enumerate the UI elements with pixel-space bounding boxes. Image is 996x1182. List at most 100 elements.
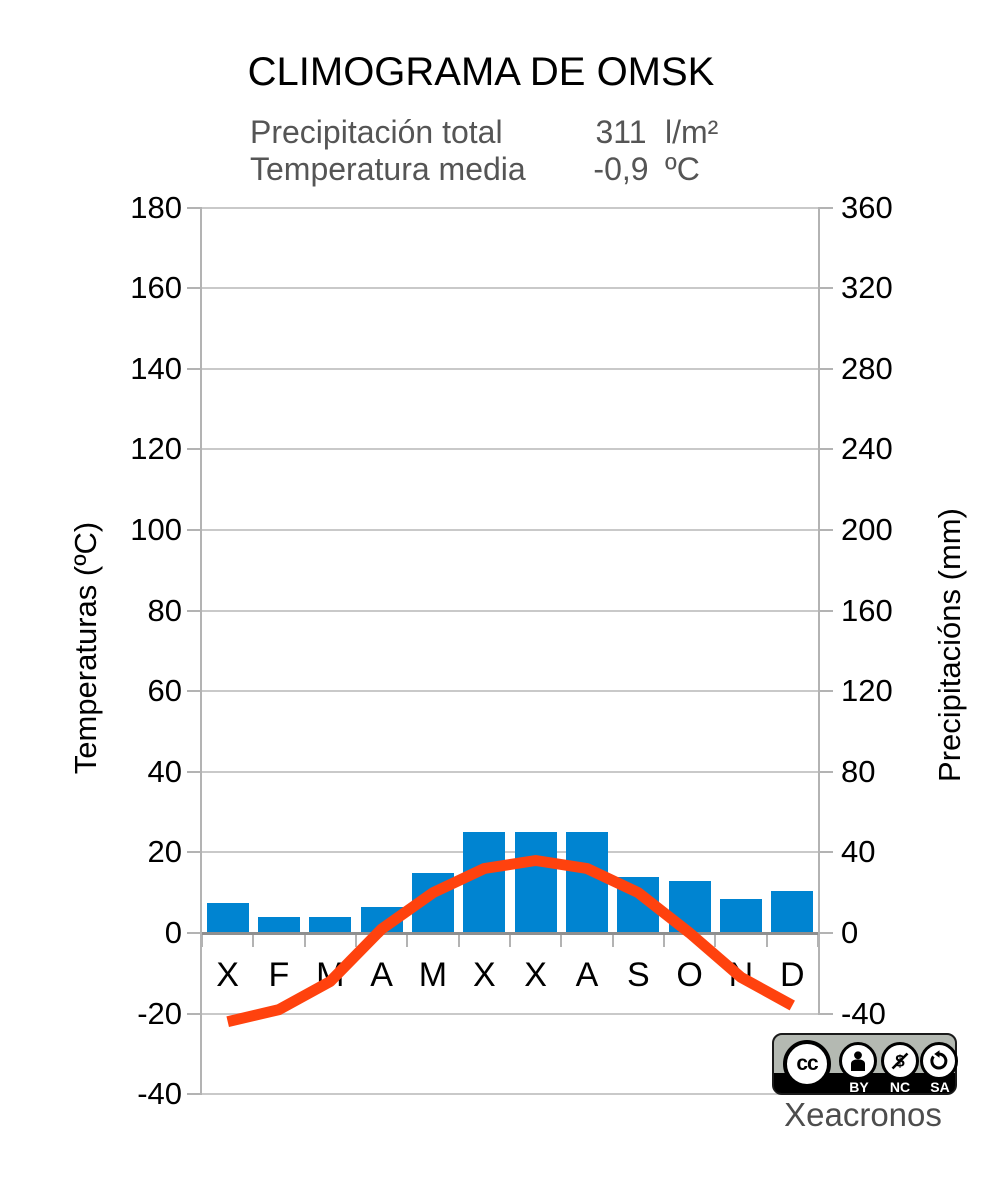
dollar-slash-icon: $ (891, 1052, 909, 1071)
gridline (202, 770, 818, 773)
summary-table: Precipitación total 311 l/m² Temperatura… (250, 114, 785, 188)
temp-axis-tick-label: -20 (137, 995, 182, 1031)
month-label: S (626, 956, 650, 994)
gridline (202, 1012, 818, 1015)
precip-total-unit: l/m² (665, 114, 719, 150)
precip-total-value: 311 (595, 114, 647, 150)
gridline (202, 609, 818, 612)
precip-axis-tick (818, 609, 833, 612)
month-label: F (268, 956, 290, 994)
precip-bar (411, 872, 455, 933)
temp-axis-tick-label: 0 (164, 915, 182, 950)
precip-bar (206, 902, 249, 933)
precip-bar (360, 906, 403, 933)
precip-axis-tick-label: 240 (841, 431, 893, 467)
cc-sa-label: SA (930, 1079, 950, 1095)
temp-axis-tick-label: 100 (130, 512, 182, 547)
summary-row-temperature: Temperatura media -0,9 ºC (250, 151, 785, 188)
month-boundary-tick (765, 933, 768, 947)
gridline (202, 851, 818, 854)
gridline (202, 206, 818, 209)
temp-axis-tick (187, 1012, 202, 1015)
month-label: X (524, 956, 547, 994)
gridline (202, 287, 818, 290)
temp-axis-tick-label: 60 (147, 673, 182, 709)
person-icon (851, 1051, 865, 1071)
temp-axis-tick-label: 20 (147, 834, 182, 870)
gridline (202, 1093, 818, 1096)
temp-axis-tick (187, 609, 202, 612)
precip-axis-tick-label: 0 (841, 915, 859, 950)
precip-axis-tick (818, 690, 833, 693)
gridline (202, 690, 818, 693)
precip-bar (771, 890, 814, 933)
precip-axis-tick-label: 40 (841, 834, 876, 870)
precip-bar (617, 876, 660, 933)
summary-row-precipitation: Precipitación total 311 l/m² (250, 114, 785, 151)
cc-by-label: BY (849, 1079, 869, 1095)
temp-axis-tick-label: 80 (147, 592, 182, 628)
month-boundary-tick (509, 933, 511, 947)
month-label: A (575, 956, 599, 994)
month-boundary-tick (663, 933, 665, 947)
nc-dollar-icon: $ (881, 1042, 919, 1080)
temp-axis-tick-label: 140 (130, 350, 182, 386)
month-label: N (728, 956, 754, 994)
temp-axis-tick-label: 40 (147, 753, 182, 789)
month-boundary-tick (303, 933, 306, 947)
precip-bar (463, 832, 506, 934)
month-boundary-tick (355, 933, 357, 947)
temp-axis-tick (187, 770, 202, 773)
temp-axis-tick-label: 160 (130, 270, 182, 306)
precip-axis-tick (818, 448, 833, 451)
precip-bar (565, 832, 609, 934)
precip-axis-tick-label: -40 (841, 995, 886, 1031)
temp-axis-tick (187, 529, 202, 531)
precip-axis-tick-label: 360 (841, 189, 893, 225)
temp-axis-line (200, 207, 202, 1095)
gridline (202, 529, 818, 531)
month-label: M (316, 956, 345, 994)
share-alike-arrow-icon (930, 1050, 948, 1070)
temp-axis-tick (187, 690, 202, 693)
month-label: X (216, 956, 239, 994)
precip-bar (668, 880, 711, 933)
month-boundary-tick (714, 933, 717, 947)
precip-total-label: Precipitación total (250, 114, 503, 150)
sa-arrow-icon (920, 1042, 958, 1080)
precip-axis-tick (818, 1012, 833, 1015)
month-label: X (472, 956, 496, 994)
precip-axis-tick (818, 367, 833, 370)
gridline (202, 367, 818, 370)
precip-axis-tick (818, 529, 833, 531)
temp-media-label: Temperatura media (250, 151, 526, 187)
precip-axis-tick-label: 80 (841, 753, 876, 789)
precip-axis-tick (818, 206, 833, 209)
precip-axis-line (818, 207, 820, 1014)
month-boundary-tick (560, 933, 563, 947)
month-boundary-tick (201, 933, 203, 947)
month-label: O (676, 956, 703, 994)
temp-axis-tick (187, 367, 202, 370)
cc-nc-label: NC (889, 1079, 911, 1095)
credit-text: Xeacronos (784, 1096, 942, 1133)
precip-axis-tick (818, 770, 833, 773)
month-label: D (780, 956, 805, 994)
temp-axis-tick (187, 287, 202, 290)
precip-axis-tick-label: 120 (841, 673, 893, 709)
temp-axis-tick (187, 851, 202, 854)
temp-axis-tick (187, 206, 202, 209)
precip-axis-tick (818, 287, 833, 290)
temp-media-value: -0,9 (593, 151, 649, 187)
temp-media-unit: ºC (665, 151, 700, 187)
cc-license-badge: cc $ BY NC SA (772, 1033, 958, 1095)
precip-bar (514, 832, 557, 934)
precip-axis-tick (818, 851, 833, 854)
precip-axis-tick-label: 160 (841, 592, 893, 628)
by-person-icon (839, 1042, 877, 1080)
precip-axis-tick-label: 200 (841, 512, 893, 547)
cc-icon: cc (783, 1040, 831, 1088)
month-label: M (418, 956, 448, 994)
